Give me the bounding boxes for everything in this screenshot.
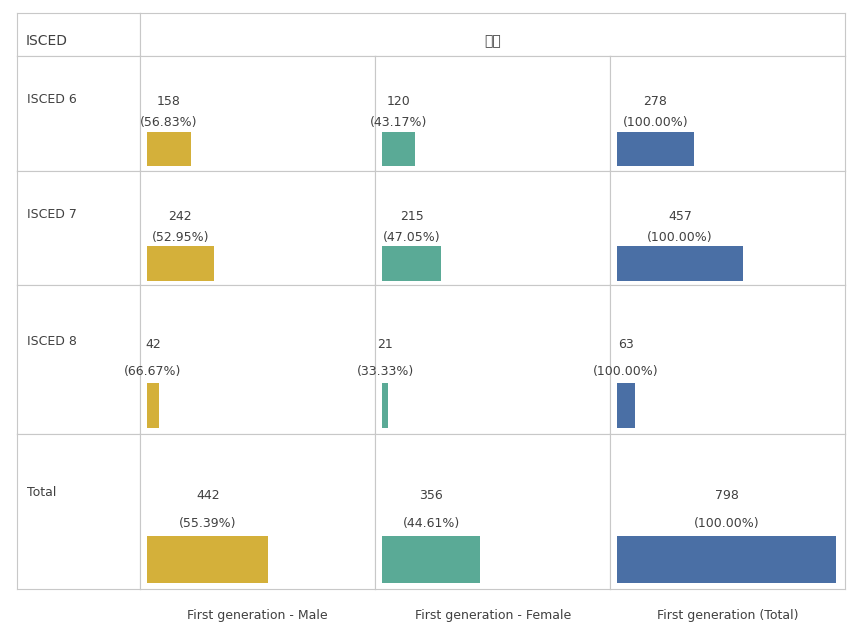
- Text: (43.17%): (43.17%): [369, 116, 427, 129]
- Text: (100.00%): (100.00%): [622, 116, 688, 129]
- Text: 63: 63: [618, 338, 633, 351]
- Text: ISCED 7: ISCED 7: [27, 208, 77, 221]
- Text: (55.39%): (55.39%): [179, 517, 236, 530]
- Text: ISCED: ISCED: [26, 34, 67, 48]
- Text: 798: 798: [714, 489, 738, 503]
- Text: First generation (Total): First generation (Total): [657, 609, 798, 622]
- FancyBboxPatch shape: [382, 536, 479, 582]
- Text: 42: 42: [145, 338, 160, 351]
- Text: (100.00%): (100.00%): [593, 365, 659, 378]
- Text: 442: 442: [196, 489, 219, 503]
- Text: 278: 278: [643, 96, 667, 108]
- FancyBboxPatch shape: [617, 384, 634, 428]
- Text: (56.83%): (56.83%): [140, 116, 197, 129]
- FancyBboxPatch shape: [617, 246, 742, 280]
- FancyBboxPatch shape: [147, 132, 190, 166]
- Text: 21: 21: [377, 338, 392, 351]
- FancyBboxPatch shape: [382, 132, 415, 166]
- Text: 120: 120: [386, 96, 410, 108]
- Text: Total: Total: [27, 486, 56, 499]
- FancyBboxPatch shape: [147, 384, 159, 428]
- FancyBboxPatch shape: [382, 384, 387, 428]
- Text: First generation - Male: First generation - Male: [187, 609, 328, 622]
- Text: 242: 242: [168, 210, 192, 223]
- Text: 457: 457: [667, 210, 691, 223]
- Text: (100.00%): (100.00%): [647, 230, 712, 244]
- FancyBboxPatch shape: [147, 536, 268, 582]
- Text: (44.61%): (44.61%): [402, 517, 459, 530]
- Text: 215: 215: [399, 210, 423, 223]
- Text: (66.67%): (66.67%): [125, 365, 182, 378]
- Text: ISCED 8: ISCED 8: [27, 335, 77, 348]
- Text: (47.05%): (47.05%): [382, 230, 440, 244]
- Text: (52.95%): (52.95%): [152, 230, 209, 244]
- Text: (100.00%): (100.00%): [693, 517, 758, 530]
- FancyBboxPatch shape: [617, 132, 693, 166]
- Text: (33.33%): (33.33%): [357, 365, 414, 378]
- Text: First generation - Female: First generation - Female: [415, 609, 571, 622]
- Text: 158: 158: [157, 96, 181, 108]
- Text: 356: 356: [419, 489, 443, 503]
- Text: 類別: 類別: [484, 34, 501, 48]
- Text: ISCED 6: ISCED 6: [27, 93, 77, 106]
- FancyBboxPatch shape: [382, 246, 441, 280]
- FancyBboxPatch shape: [617, 536, 835, 582]
- FancyBboxPatch shape: [147, 246, 213, 280]
